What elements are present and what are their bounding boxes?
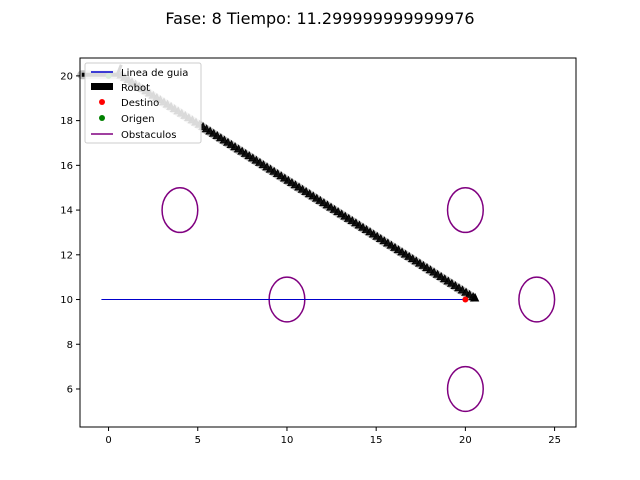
x-tick-label-5: 5	[195, 435, 201, 446]
y-tick-label-10: 10	[60, 295, 73, 306]
legend-box	[84, 62, 202, 144]
obstacle-circle-3	[446, 186, 484, 234]
legend-swatch-destination	[99, 99, 105, 105]
destination-marker	[462, 296, 469, 303]
legend-label-origin: Origen	[121, 114, 155, 125]
legend: Linea de guia Robot Destino Origen Obsta…	[84, 62, 202, 144]
y-tick-label-14: 14	[60, 206, 73, 217]
axes-layer: 0 5 10 15 20 25 6 8 10 12 14 16 18 20	[60, 57, 577, 446]
x-tick-label-10: 10	[281, 435, 294, 446]
robot-head	[469, 293, 480, 302]
y-tick-label-20: 20	[60, 71, 73, 82]
x-tick-label-25: 25	[548, 435, 561, 446]
legend-label-robot: Robot	[121, 83, 150, 94]
y-tick-label-6: 6	[67, 384, 73, 395]
legend-swatch-origin	[99, 115, 105, 121]
legend-label-guide-line: Linea de guia	[121, 68, 188, 79]
x-tick-label-0: 0	[105, 435, 111, 446]
y-tick-label-8: 8	[67, 340, 73, 351]
y-tick-label-16: 16	[60, 161, 73, 172]
legend-label-destination: Destino	[121, 98, 159, 109]
obstacle-circle-5	[446, 365, 484, 413]
chart-title: Fase: 8 Tiempo: 11.299999999999976	[165, 9, 474, 28]
plot-frame	[79, 57, 577, 428]
y-tick-label-12: 12	[60, 250, 73, 261]
y-tick-label-18: 18	[60, 116, 73, 127]
x-tick-label-20: 20	[459, 435, 472, 446]
legend-label-obstacles: Obstaculos	[121, 130, 176, 141]
x-tick-label-15: 15	[370, 435, 383, 446]
obstacle-circle-4	[518, 276, 556, 323]
obstacle-circle-1	[161, 186, 199, 234]
legend-swatch-robot	[91, 83, 113, 90]
